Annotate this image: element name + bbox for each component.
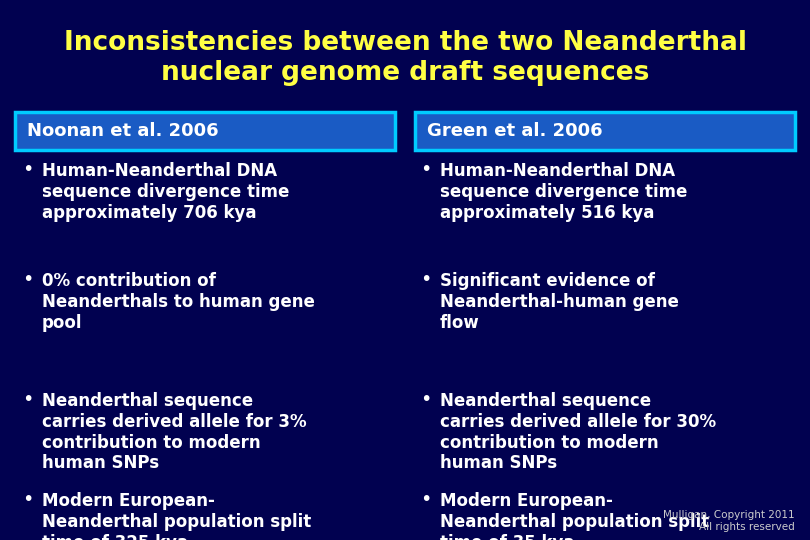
Text: Significant evidence of
Neanderthal-human gene
flow: Significant evidence of Neanderthal-huma… (440, 272, 679, 332)
Text: •: • (22, 160, 33, 179)
Text: Mulligan, Copyright 2011
All rights reserved: Mulligan, Copyright 2011 All rights rese… (663, 510, 795, 532)
Text: Modern European-
Neanderthal population split
time of 325 kya: Modern European- Neanderthal population … (42, 492, 311, 540)
FancyBboxPatch shape (15, 112, 395, 150)
Text: Inconsistencies between the two Neanderthal
nuclear genome draft sequences: Inconsistencies between the two Neandert… (63, 30, 747, 86)
Text: Modern European-
Neanderthal population split
time of 35 kya: Modern European- Neanderthal population … (440, 492, 710, 540)
Text: •: • (420, 490, 432, 509)
Text: •: • (22, 390, 33, 409)
Text: Noonan et al. 2006: Noonan et al. 2006 (27, 122, 219, 140)
Text: •: • (420, 270, 432, 289)
Text: Human-Neanderthal DNA
sequence divergence time
approximately 706 kya: Human-Neanderthal DNA sequence divergenc… (42, 162, 289, 221)
Text: •: • (420, 160, 432, 179)
Text: •: • (22, 270, 33, 289)
Text: •: • (22, 490, 33, 509)
FancyBboxPatch shape (415, 112, 795, 150)
Text: Neanderthal sequence
carries derived allele for 3%
contribution to modern
human : Neanderthal sequence carries derived all… (42, 392, 307, 472)
Text: •: • (420, 390, 432, 409)
Text: 0% contribution of
Neanderthals to human gene
pool: 0% contribution of Neanderthals to human… (42, 272, 315, 332)
Text: Neanderthal sequence
carries derived allele for 30%
contribution to modern
human: Neanderthal sequence carries derived all… (440, 392, 716, 472)
Text: Human-Neanderthal DNA
sequence divergence time
approximately 516 kya: Human-Neanderthal DNA sequence divergenc… (440, 162, 688, 221)
Text: Green et al. 2006: Green et al. 2006 (427, 122, 603, 140)
